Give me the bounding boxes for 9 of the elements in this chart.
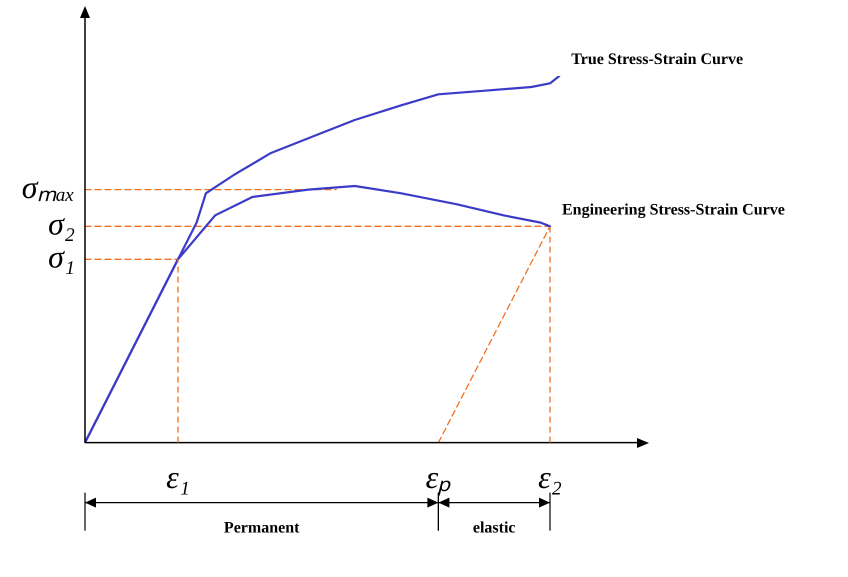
text: Permanent — [224, 520, 300, 537]
series-label: σ₂ — [48, 206, 75, 242]
series-label: σₘₐₓ — [22, 169, 75, 206]
series-label: True Stress-Strain Curve — [571, 51, 744, 68]
x-tick-label: ε₁ — [166, 459, 190, 496]
x-tick-label: ε₂ — [538, 459, 562, 496]
series-label: Engineering Stress-Strain Curve — [562, 201, 785, 218]
x-tick-label: εₚ — [426, 459, 452, 496]
text: elastic — [472, 520, 516, 537]
